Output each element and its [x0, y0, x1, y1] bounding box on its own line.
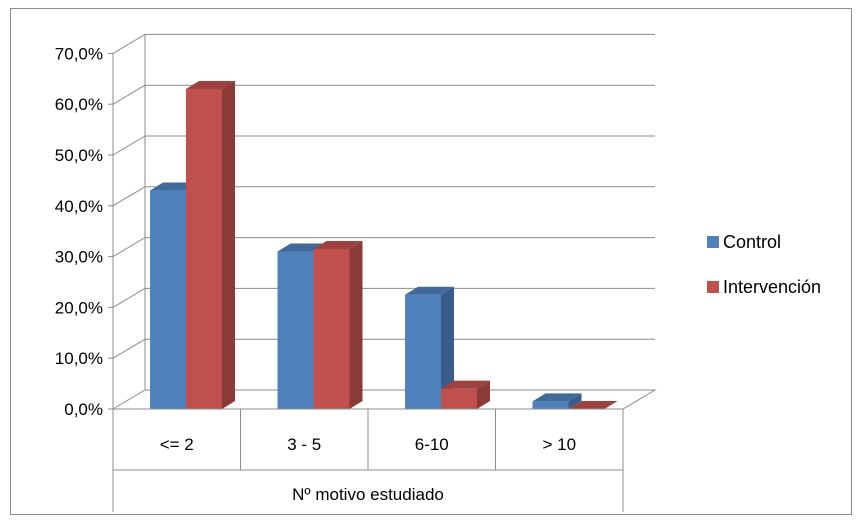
x-tick-label: <= 2 [160, 435, 194, 454]
y-tick-label: 30,0% [55, 248, 103, 267]
x-axis: <= 2 3 - 5 6-10 > 10 [112, 408, 624, 512]
bars [150, 80, 618, 410]
x-tick-label: > 10 [542, 435, 576, 454]
y-tick-label: 40,0% [55, 197, 103, 216]
legend-swatch [707, 281, 719, 293]
bar-control [532, 393, 582, 409]
y-tick-label: 60,0% [55, 95, 103, 114]
x-axis-label: Nº motivo estudiado [292, 485, 444, 504]
legend-item: Control [707, 232, 781, 252]
legend-label: Control [723, 232, 781, 252]
bar-intervencion [441, 380, 490, 409]
bar-intervencion [568, 401, 618, 409]
bar-control [405, 286, 454, 409]
y-axis-ticks: 0,0% 10,0% 20,0% 30,0% 40,0% 50,0% 60,0% 70,0% [55, 44, 114, 419]
bar-intervencion [186, 80, 235, 410]
y-tick-label: 50,0% [55, 146, 103, 165]
bar-intervencion [313, 240, 363, 409]
legend: Control Intervención [707, 232, 821, 297]
y-tick-label: 0,0% [64, 400, 103, 419]
x-tick-label: 6-10 [415, 435, 449, 454]
legend-item: Intervención [707, 277, 821, 297]
x-tick-label: 3 - 5 [287, 435, 321, 454]
legend-swatch [707, 236, 719, 248]
y-tick-label: 10,0% [55, 349, 103, 368]
y-tick-label: 20,0% [55, 298, 103, 317]
legend-label: Intervención [723, 277, 821, 297]
y-tick-label: 70,0% [55, 44, 103, 63]
